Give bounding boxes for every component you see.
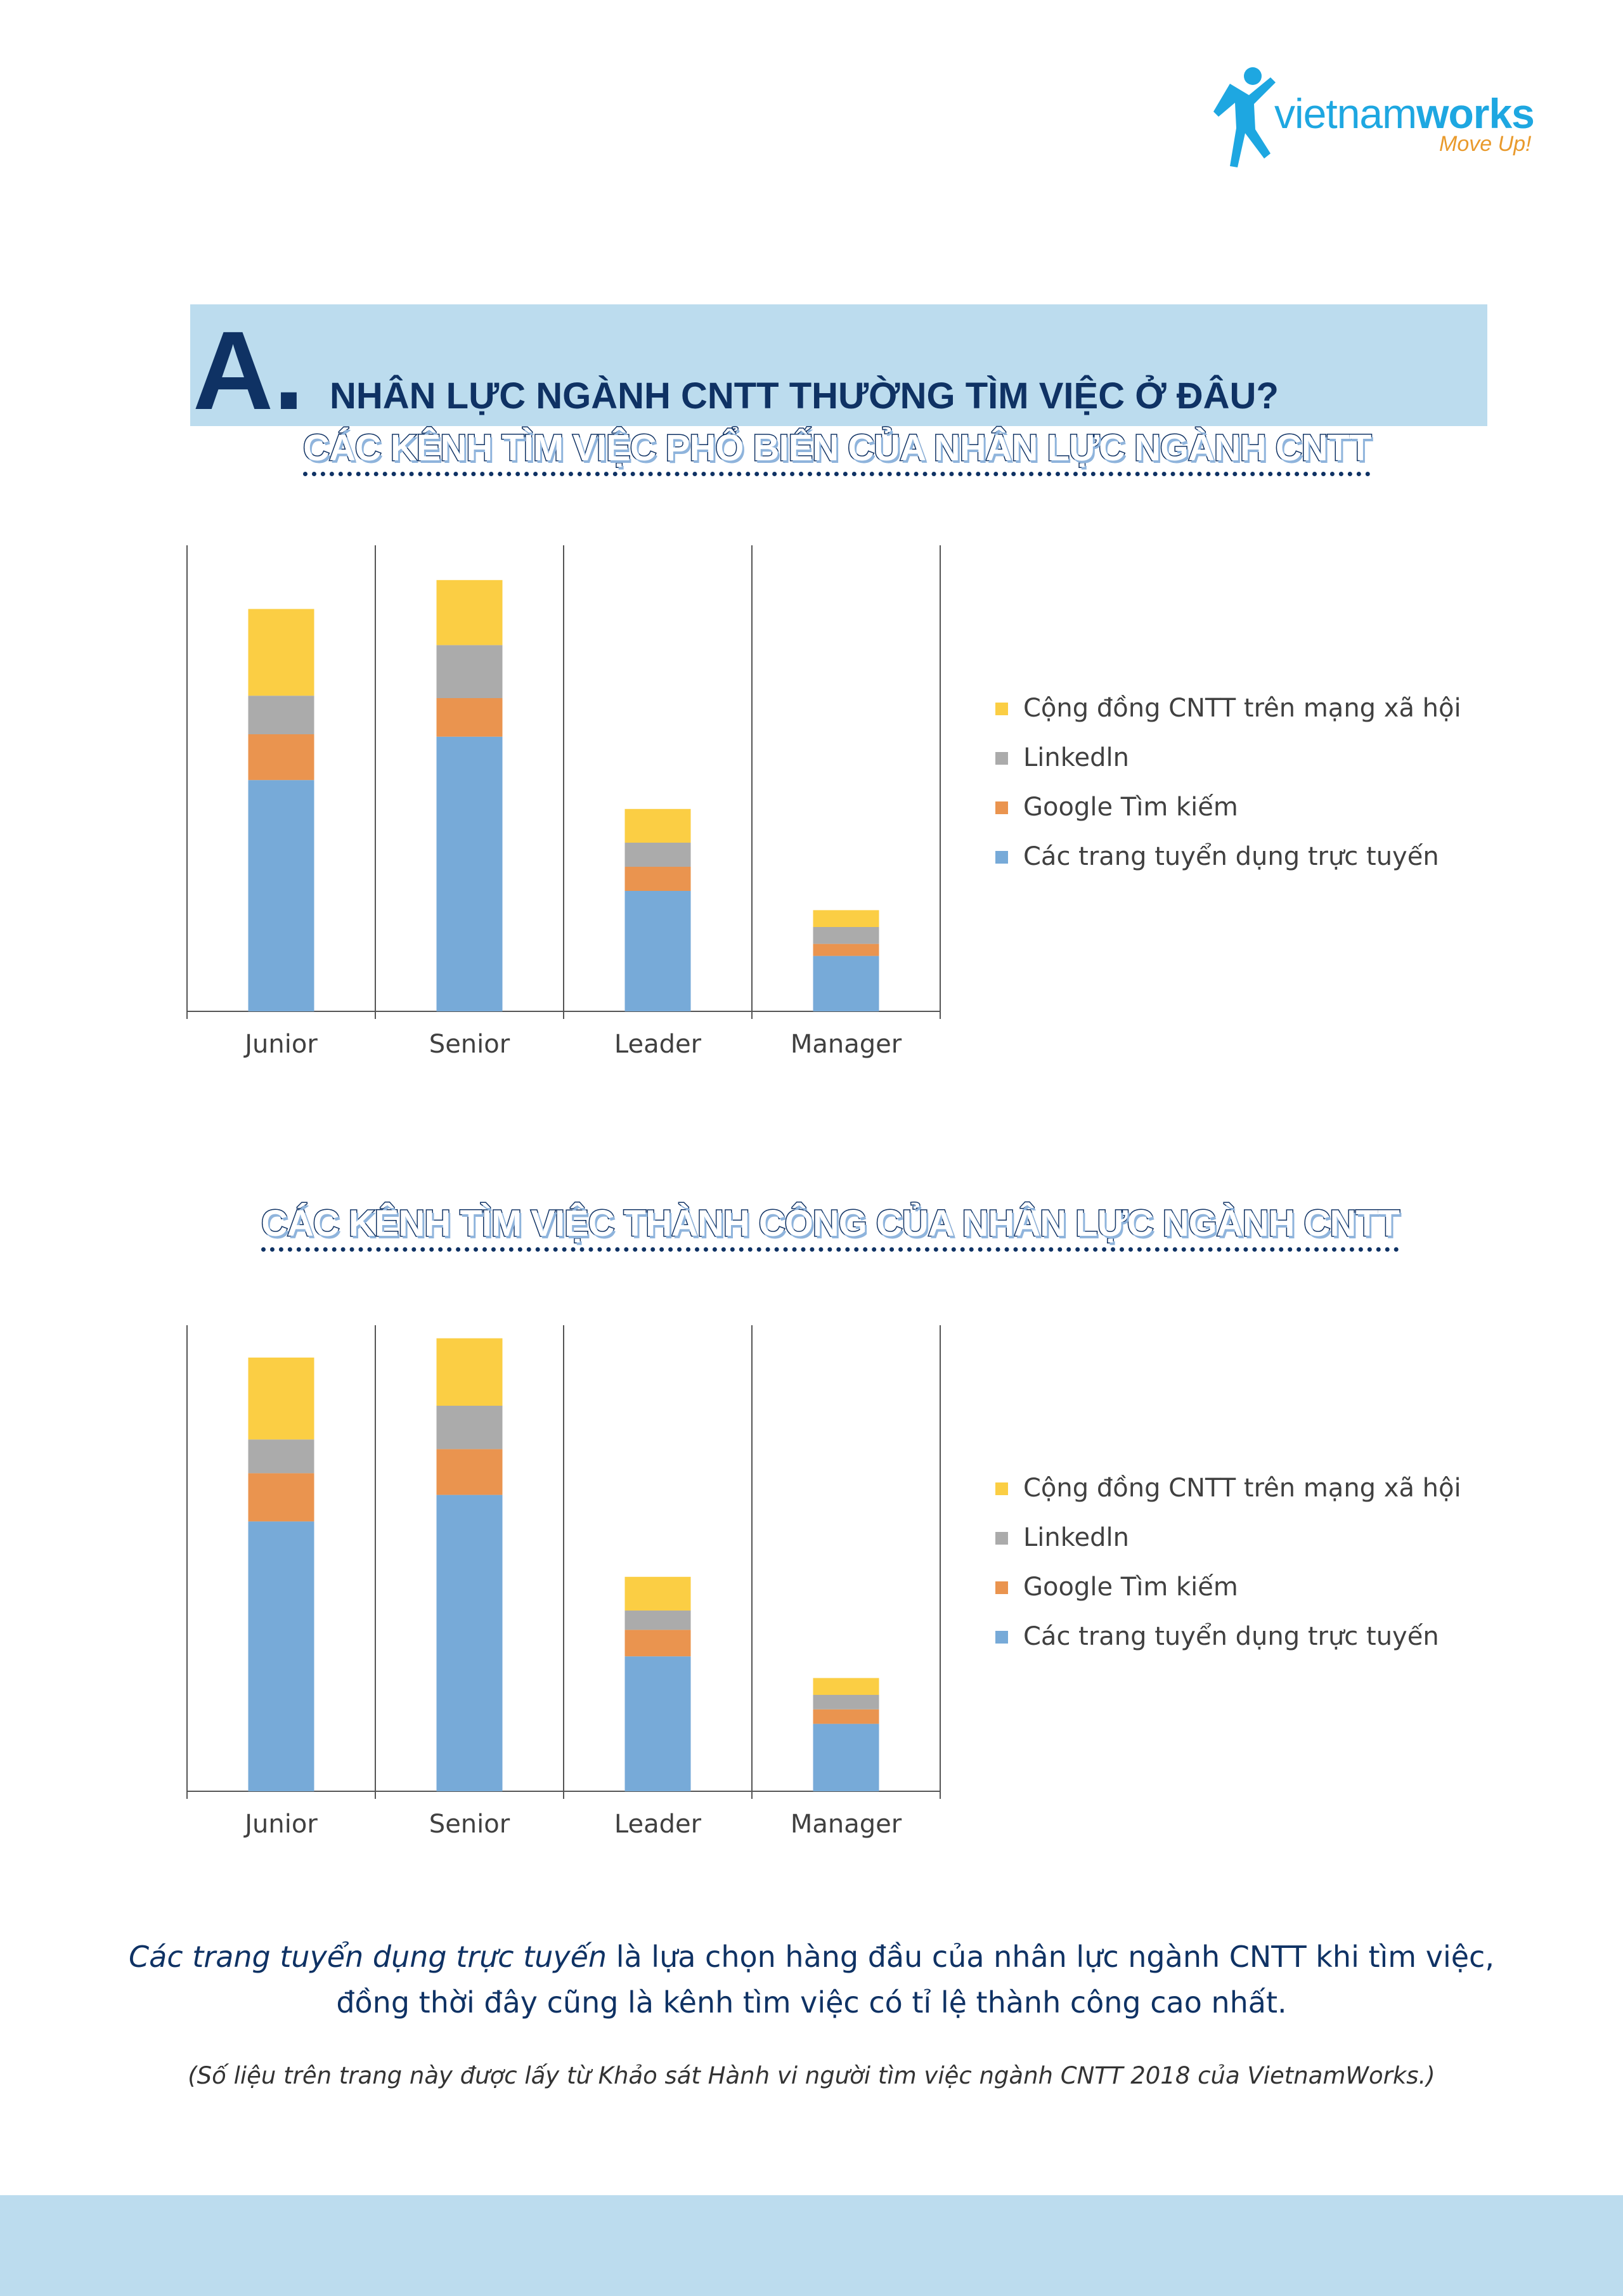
x-tick-label: Junior (243, 1030, 318, 1059)
bar-segment-junior-2 (248, 696, 314, 734)
legend-swatch (995, 752, 1008, 765)
x-tick-label: Senior (429, 1030, 510, 1059)
legend-label: Linkedln (1023, 1523, 1129, 1552)
bar-segment-manager-3 (813, 910, 879, 927)
summary-line-1: Các trang tuyển dụng trực tuyến là lựa c… (127, 1934, 1496, 1980)
bar-segment-senior-1 (436, 1449, 503, 1495)
bar-segment-manager-0 (813, 1723, 879, 1791)
chart-1-popular-channels: Junior Senior Leader Manager Cộng đồng CNTT … (186, 545, 1461, 1059)
legend-swatch (995, 1532, 1008, 1545)
bar-segment-senior-3 (436, 1338, 503, 1406)
legend-swatch (995, 1631, 1008, 1644)
legend-label: Google Tìm kiếm (1023, 1573, 1238, 1602)
summary-line-1-rest: là lựa chọn hàng đầu của nhân lực ngành … (607, 1940, 1494, 1974)
legend-label: Linkedln (1023, 743, 1129, 772)
bar-segment-leader-3 (624, 1576, 691, 1611)
bar-segment-junior-3 (248, 609, 314, 696)
legend-swatch (995, 1581, 1008, 1594)
bar-segment-manager-1 (813, 1709, 879, 1724)
legend-label: Cộng đồng CNTT trên mạng xã hội (1023, 694, 1461, 723)
legend-swatch (995, 703, 1008, 715)
x-tick-label: Leader (614, 1030, 702, 1059)
chart-2-title: CÁC KÊNH TÌM VIỆC THÀNH CÔNG CỦA NHÂN LỰ… (260, 1202, 1401, 1252)
chart-1-title: CÁC KÊNH TÌM VIỆC PHỔ BIẾN CỦA NHÂN LỰC … (302, 426, 1373, 476)
logo-tagline: Move Up! (1439, 132, 1532, 156)
legend-swatch (995, 1482, 1008, 1495)
legend-label: Google Tìm kiếm (1023, 793, 1238, 822)
vietnamworks-logo: vietnamworks Move Up! (1205, 58, 1547, 172)
x-tick-label: Junior (243, 1810, 318, 1839)
legend-label: Các trang tuyển dụng trực tuyến (1023, 1622, 1439, 1651)
bar-segment-leader-0 (624, 1656, 691, 1791)
bar-segment-senior-2 (436, 1406, 503, 1450)
legend-label: Các trang tuyển dụng trực tuyến (1023, 842, 1439, 871)
bar-segment-junior-3 (248, 1358, 314, 1440)
logo-wordmark: vietnamworks (1274, 90, 1535, 137)
bar-segment-manager-0 (813, 956, 879, 1011)
chart-2-successful-channels: Junior Senior Leader Manager Cộng đồng CNTT … (186, 1325, 1461, 1839)
bar-segment-leader-3 (624, 808, 691, 843)
x-tick-label: Manager (791, 1810, 902, 1839)
runner-figure-icon (1213, 67, 1276, 167)
bar-segment-junior-0 (248, 1521, 314, 1791)
section-letter: A. (193, 309, 304, 433)
bar-segment-manager-1 (813, 944, 879, 956)
bar-segment-manager-2 (813, 927, 879, 944)
bar-segment-senior-0 (436, 736, 503, 1011)
legend-swatch (995, 851, 1008, 864)
section-title: NHÂN LỰC NGÀNH CNTT THƯỜNG TÌM VIỆC Ở ĐÂ… (330, 375, 1279, 417)
bar-segment-manager-2 (813, 1695, 879, 1709)
x-tick-label: Leader (614, 1810, 702, 1839)
bar-segment-senior-3 (436, 580, 503, 645)
summary-text: Các trang tuyển dụng trực tuyến là lựa c… (127, 1934, 1496, 2025)
bar-segment-leader-2 (624, 843, 691, 867)
summary-line-2: đồng thời đây cũng là kênh tìm việc có t… (336, 1985, 1287, 2020)
legend-swatch (995, 801, 1008, 814)
bar-segment-senior-1 (436, 698, 503, 737)
section-header-band (190, 304, 1487, 426)
bar-segment-senior-2 (436, 645, 503, 698)
summary-highlight: Các trang tuyển dụng trực tuyến (129, 1940, 607, 1974)
bar-segment-leader-1 (624, 867, 691, 891)
source-note: (Số liệu trên trang này được lấy từ Khảo… (188, 2062, 1435, 2089)
bar-segment-junior-2 (248, 1439, 314, 1474)
bar-segment-junior-1 (248, 1473, 314, 1522)
x-tick-label: Senior (429, 1810, 510, 1839)
bar-segment-manager-3 (813, 1678, 879, 1695)
bar-segment-leader-2 (624, 1611, 691, 1630)
bar-segment-senior-0 (436, 1495, 503, 1791)
bar-segment-leader-0 (624, 891, 691, 1011)
bar-segment-junior-1 (248, 734, 314, 781)
bar-segment-leader-1 (624, 1630, 691, 1657)
x-tick-label: Manager (791, 1030, 902, 1059)
legend-label: Cộng đồng CNTT trên mạng xã hội (1023, 1474, 1461, 1503)
footer-band (0, 2195, 1623, 2296)
bar-segment-junior-0 (248, 780, 314, 1011)
